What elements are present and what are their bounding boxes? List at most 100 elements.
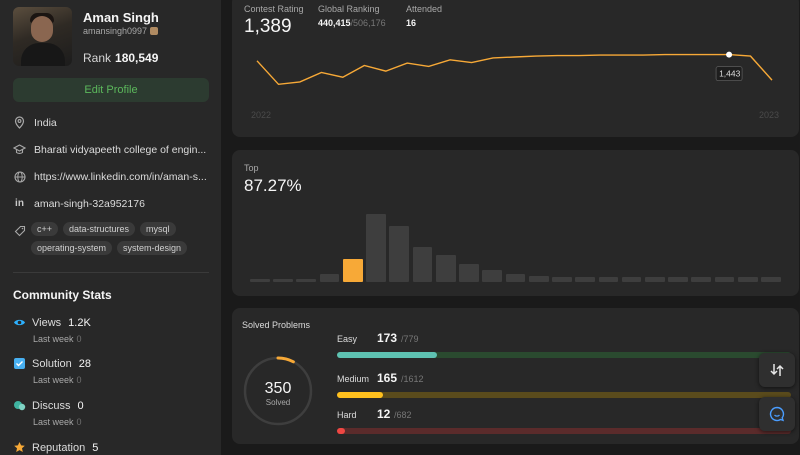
histogram-bar [482,270,503,282]
linkedin-row[interactable]: in aman-singh-32a952176 [13,197,145,210]
histogram-bar [412,247,433,282]
feedback-button[interactable] [759,397,795,431]
histogram-bar [528,276,549,282]
profile-name: Aman Singh [83,10,159,25]
rating-point-marker [726,51,733,58]
swap-arrows-icon [770,364,784,376]
histogram-bar [552,276,572,282]
solved-problems-card: Solved Problems 350 Solved Easy 173 /779… [232,308,799,444]
easy-fill [337,352,437,358]
medium-total: /1612 [401,374,424,384]
skill-tag[interactable]: system-design [117,241,188,255]
histogram-bar [435,254,456,282]
histogram-bar [668,276,688,282]
skill-tags: c++ data-structures mysql operating-syst… [31,222,211,255]
solved-problems-title: Solved Problems [242,320,311,330]
badge-icon [150,27,159,35]
histogram-bar [459,264,479,282]
tag-icon [13,224,26,237]
chat-bubbles-icon [13,399,26,412]
avatar[interactable] [13,7,72,66]
histogram-bar [575,276,596,282]
profile-rank: Rank 180,549 [83,51,159,65]
profile-username: amansingh0997 [83,26,159,36]
histogram-bar [737,276,758,282]
histogram-bar [691,276,712,282]
hard-fill [337,428,346,434]
easy-count: 173 [377,331,398,345]
skill-tag[interactable]: c++ [31,222,59,236]
skills-row [13,224,34,237]
contest-rating-label: Contest Rating [244,4,304,14]
community-stats-title: Community Stats [13,288,112,302]
top-percent-card: Top 87.27% [232,150,799,296]
solution-last-week: Last week 0 [33,375,82,385]
star-icon [13,441,26,454]
solved-total-label: Solved [266,398,290,407]
divider [13,272,209,273]
hard-total: /682 [394,410,412,420]
year-start-label: 2022 [251,110,271,120]
top-percent-value: 87.27% [244,176,302,195]
histogram-bar [598,276,619,282]
histogram-bar [319,274,340,282]
histogram-bar [389,225,410,282]
histogram-bar [761,276,781,282]
location-pin-icon [13,116,26,129]
hard-label: Hard [337,410,357,420]
histogram-bar [273,278,293,282]
solved-progress-ring: 350 Solved [243,356,313,426]
rating-line [256,53,773,86]
medium-label: Medium [337,374,370,384]
eye-icon [13,316,26,329]
histogram-bar [714,276,735,282]
easy-label: Easy [337,334,358,344]
school-row: Bharati vidyapeeth college of engin... [13,143,214,156]
medium-count: 165 [377,371,398,385]
website-row[interactable]: https://www.linkedin.com/in/aman-s... [13,170,214,183]
graduation-cap-icon [13,143,26,156]
histogram-bar [366,214,386,282]
contest-distribution-chart [250,212,781,282]
medium-track [337,392,791,398]
hard-count: 12 [377,407,391,421]
histogram-bar [505,274,526,282]
stat-reputation: Reputation 5 [13,441,98,454]
hard-track [337,428,791,434]
chat-smile-icon [769,406,785,422]
globe-icon [13,170,26,183]
easy-track [337,352,791,358]
profile-sidebar: Aman Singh amansingh0997 Rank 180,549 Edi… [0,0,221,455]
rating-tooltip-text: 1,443 [719,69,741,79]
contest-rating-card: Contest Rating 1,389 Global Ranking 440,… [232,0,799,137]
skill-tag[interactable]: mysql [140,222,176,236]
medium-fill [337,392,384,398]
histogram-bar [342,259,363,282]
global-ranking-value: 440,415/506,176 [318,18,386,28]
location-row: India [13,116,57,129]
skill-tag[interactable]: operating-system [31,241,113,255]
discuss-last-week: Last week 0 [33,417,82,427]
stat-views: Views 1.2K [13,316,91,329]
solved-total: 350 [265,380,292,397]
rating-history-chart[interactable]: 2022 2023 1,443 [232,0,799,137]
stat-discuss: Discuss 0 [13,399,84,412]
histogram-bar [250,278,270,282]
histogram-bar [296,278,317,282]
global-ranking-label: Global Ranking [318,4,380,14]
histogram-bar [644,276,665,282]
check-square-icon [13,357,26,370]
edit-profile-button[interactable]: Edit Profile [13,78,209,102]
views-last-week: Last week 0 [33,334,82,344]
stat-solution: Solution 28 [13,357,91,370]
swap-view-button[interactable] [759,353,795,387]
rating-tooltip: 1,443 [715,66,743,82]
easy-total: /779 [401,334,419,344]
attended-label: Attended [406,4,443,14]
contest-rating-value: 1,389 [244,16,292,37]
attended-value: 16 [406,18,417,28]
linkedin-icon: in [15,198,24,209]
skill-tag[interactable]: data-structures [63,222,136,236]
year-end-label: 2023 [759,110,779,120]
top-label: Top [244,163,259,173]
